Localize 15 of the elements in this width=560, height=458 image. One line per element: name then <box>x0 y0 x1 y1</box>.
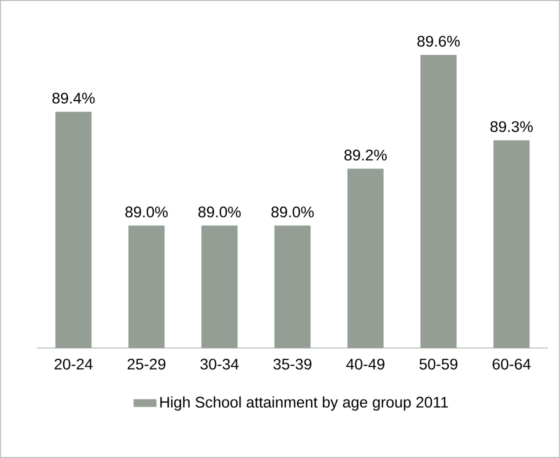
data-label: 89.3% <box>490 121 533 132</box>
data-label: 89.0% <box>125 206 168 218</box>
x-tick-label: 20-24 <box>54 358 93 370</box>
x-tick-label: 30-34 <box>200 358 239 370</box>
legend-label: High School attainment by age group 2011 <box>160 396 448 411</box>
x-tick-label: 50-59 <box>420 358 458 370</box>
x-tick-label: 35-39 <box>273 358 312 370</box>
data-label: 89.6% <box>417 36 460 47</box>
x-tick-label: 40-49 <box>346 358 384 370</box>
data-label: 89.4% <box>52 92 95 104</box>
x-tick-label: 25-29 <box>128 358 166 370</box>
x-tick-label: 60-64 <box>492 358 531 370</box>
data-label: 89.0% <box>198 206 241 218</box>
data-label: 89.0% <box>271 206 314 218</box>
data-label: 89.2% <box>344 150 387 160</box>
